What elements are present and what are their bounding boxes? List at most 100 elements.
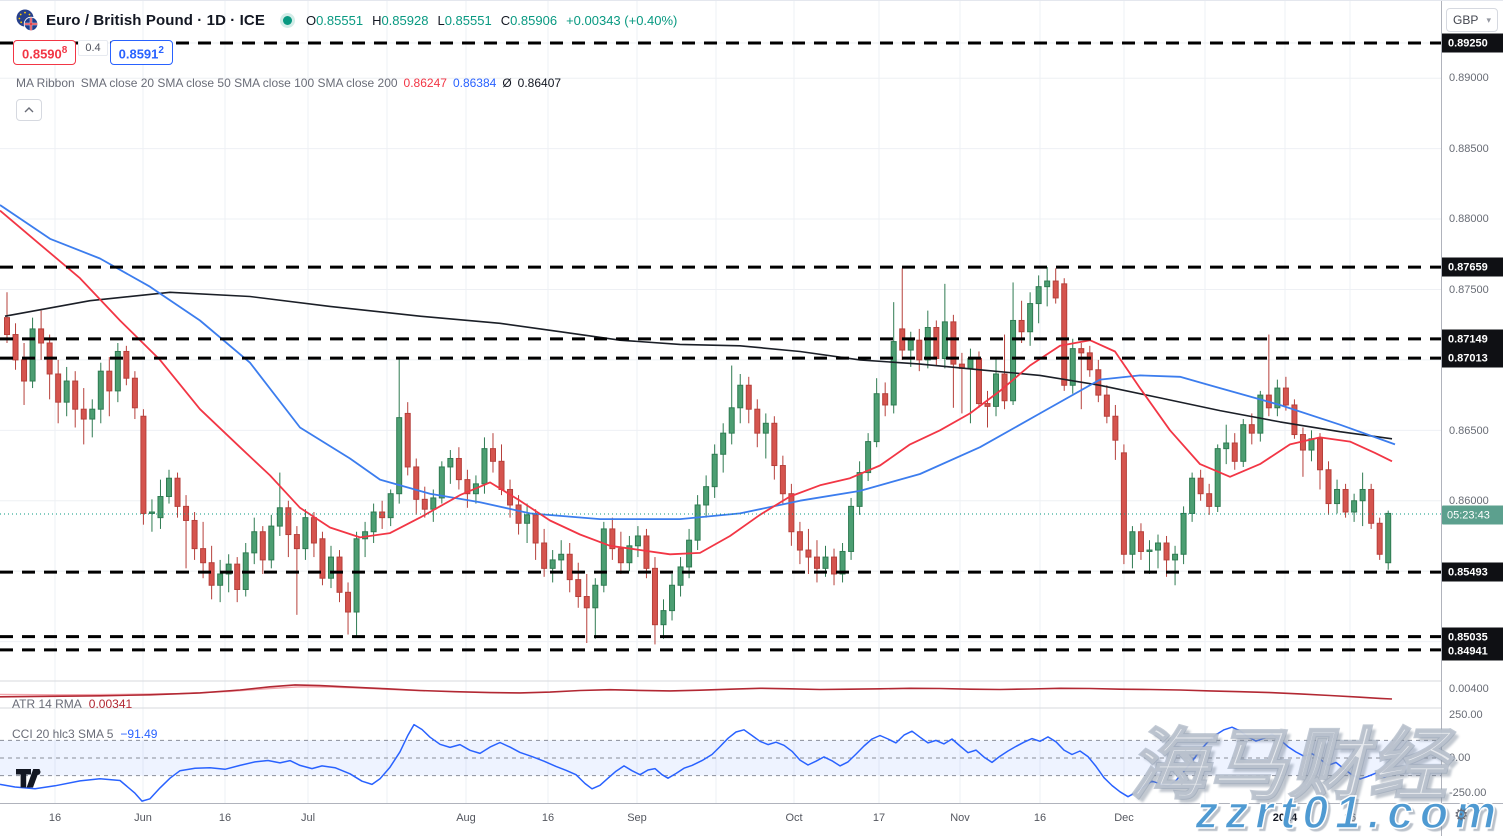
candle-body	[310, 517, 317, 544]
axis-price-label: 0.86500	[1449, 425, 1489, 437]
candle-body	[106, 370, 113, 392]
candles-series[interactable]	[4, 266, 1392, 645]
candle-body	[302, 517, 309, 550]
candle-body	[583, 596, 590, 609]
candle-body	[1342, 488, 1349, 513]
candle-body	[1078, 348, 1085, 354]
candle-body	[677, 566, 684, 586]
candle-body	[558, 553, 565, 561]
candle-body	[421, 498, 428, 510]
axis-level-badge: 0.87013	[1442, 348, 1503, 368]
candle-body	[609, 528, 616, 550]
candle-body	[796, 531, 803, 551]
candle-body	[549, 559, 556, 569]
candle-body	[660, 610, 667, 626]
price-axis[interactable]: 0.89000 0.88500 0.88000 0.87500 0.86500 0.860…	[1441, 1, 1503, 803]
grid	[0, 1, 1441, 803]
bar-countdown-badge: 05:23:43	[1442, 505, 1503, 525]
support-resistance-levels[interactable]	[0, 41, 1441, 652]
candle-body	[97, 370, 104, 410]
candle-body	[131, 377, 138, 409]
candle-body	[1163, 542, 1170, 561]
candle-body	[38, 328, 45, 344]
candle-body	[916, 339, 923, 361]
axis-level-badge: 0.85493	[1442, 562, 1503, 582]
axis-price-label: 0.88000	[1449, 213, 1489, 225]
candle-body	[1069, 348, 1076, 386]
candle-body	[1137, 531, 1144, 552]
candle-body	[1027, 303, 1034, 333]
sell-button[interactable]: 0.85908	[13, 40, 77, 66]
axis-price-label: -250.00	[1449, 787, 1487, 799]
candle-body	[1223, 442, 1230, 450]
candle-body	[865, 441, 872, 474]
candle-body	[276, 507, 283, 527]
candle-body	[370, 511, 377, 533]
candle-body	[157, 496, 164, 519]
gear-icon[interactable]: ⚙	[1454, 807, 1469, 824]
candle-body	[831, 556, 838, 575]
candle-body	[532, 514, 539, 544]
candle-body	[498, 460, 505, 490]
sma20-line	[0, 209, 1393, 556]
axis-price-label: 250.00	[1449, 709, 1483, 721]
candle-body	[379, 511, 386, 519]
candle-body	[1282, 387, 1289, 406]
buy-button[interactable]: 0.85912	[109, 40, 173, 66]
candle-body	[873, 393, 880, 443]
symbol-title[interactable]: Euro / British Pound · 1D · ICE	[46, 11, 265, 29]
cci-indicator-legend[interactable]: CCI 20 hlc3 SMA 5 −91.49	[12, 727, 158, 741]
candle-body	[29, 328, 36, 382]
time-axis-label: Oct	[785, 812, 803, 824]
axis-price-label: 0.00400	[1449, 683, 1489, 695]
candle-body	[1129, 531, 1136, 555]
time-axis-label: 16	[1033, 812, 1047, 824]
candle-body	[993, 373, 1000, 407]
candle-body	[788, 493, 795, 533]
candle-body	[848, 505, 855, 552]
candle-body	[771, 422, 778, 467]
pane-separators	[0, 680, 1441, 709]
eurgbp-flag-icon	[16, 9, 39, 32]
candle-body	[1376, 522, 1383, 555]
axis-price-label: 0.00	[1449, 752, 1471, 764]
candle-body	[174, 477, 181, 507]
axis-level-badge: 0.87659	[1442, 257, 1503, 277]
candle-body	[1155, 542, 1162, 551]
candle-body	[1044, 280, 1051, 288]
market-status-icon[interactable]	[282, 15, 292, 25]
candle-body	[438, 466, 445, 499]
candle-body	[1180, 512, 1187, 555]
candle-body	[728, 407, 735, 434]
chart-header: Euro / British Pound · 1D · ICE O0.85551…	[13, 7, 677, 121]
tradingview-logo[interactable]	[16, 769, 46, 793]
candle-body	[779, 465, 786, 495]
candle-body	[208, 562, 215, 586]
candle-body	[1103, 394, 1110, 417]
atr-indicator-legend[interactable]: ATR 14 RMA 0.00341	[12, 697, 133, 711]
candle-body	[123, 350, 130, 379]
axis-price-label: 0.86000	[1449, 495, 1489, 507]
ma-ribbon-legend[interactable]: MA Ribbon SMA close 20 SMA close 50 SMA …	[16, 76, 562, 90]
candle-body	[694, 504, 701, 541]
candle-body	[21, 359, 28, 382]
collapse-panel-button[interactable]	[16, 99, 42, 121]
price-chart-canvas[interactable]	[0, 1, 1441, 803]
time-axis[interactable]: 16 Jun 16 Jul Aug 16 Sep Oct 17 Nov 16 Dec 2024 16	[0, 803, 1503, 836]
candle-body	[148, 511, 155, 514]
time-axis-label: Sep	[627, 812, 647, 824]
time-axis-label: Dec	[1114, 812, 1134, 824]
candle-body	[430, 497, 437, 510]
candle-body	[114, 350, 121, 392]
candle-body	[703, 486, 710, 506]
candle-body	[1325, 469, 1332, 505]
candle-body	[1240, 424, 1247, 462]
currency-dropdown[interactable]: GBP ▾	[1446, 8, 1498, 32]
candle-body	[413, 466, 420, 500]
candle-body	[1189, 477, 1196, 514]
candle-body	[447, 457, 454, 468]
candle-body	[984, 403, 991, 407]
candle-body	[1368, 488, 1375, 524]
candle-body	[975, 357, 982, 405]
candle-body	[1257, 394, 1264, 434]
